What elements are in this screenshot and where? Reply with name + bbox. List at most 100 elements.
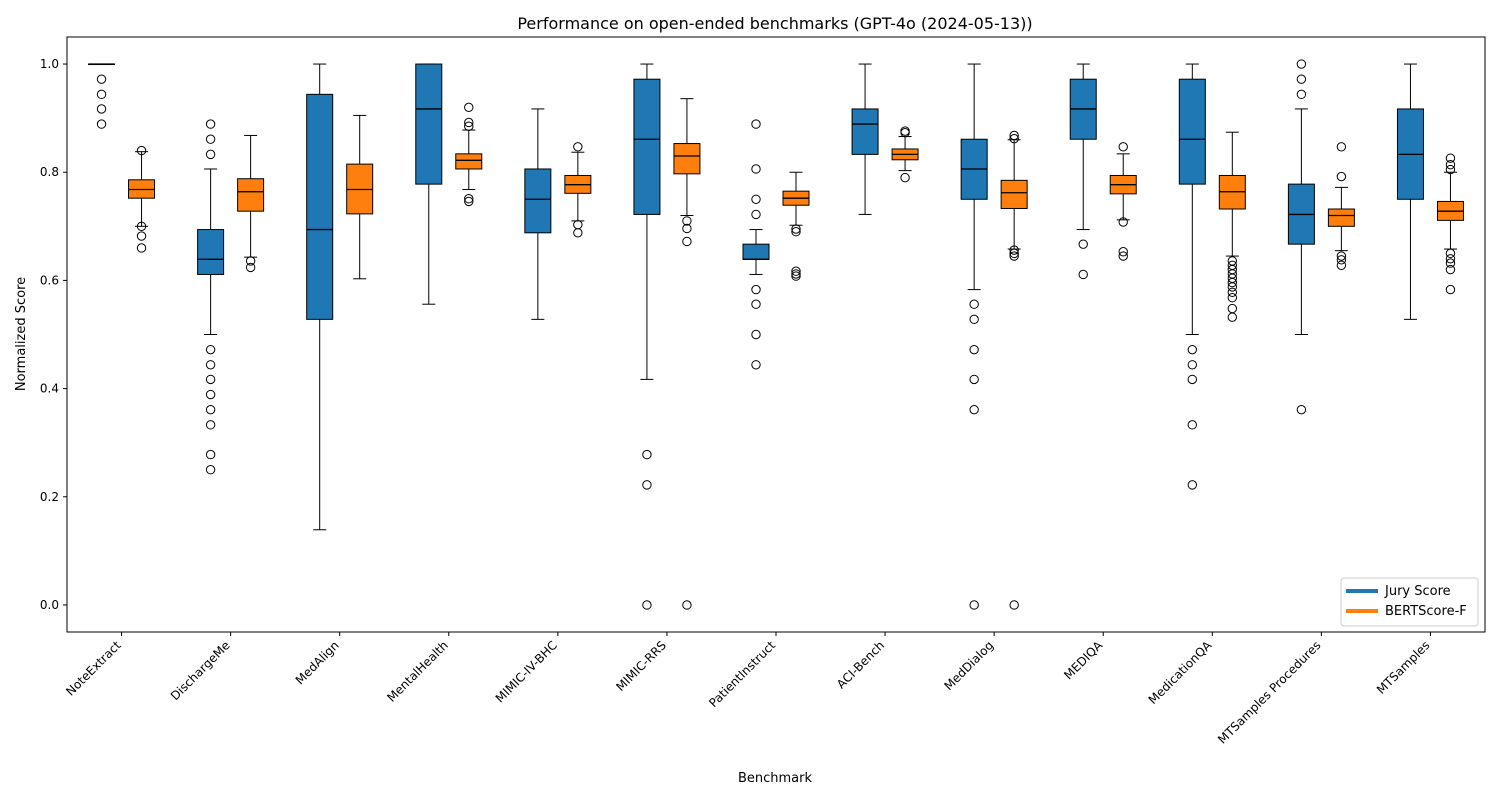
outlier-point (1009, 600, 1019, 610)
outlier-point (751, 360, 761, 370)
outlier-point (1445, 284, 1456, 295)
x-tick-label: NoteExtract (63, 638, 124, 699)
x-tick-label: MIMIC-RRS (613, 638, 669, 694)
outlier-point (1187, 374, 1198, 385)
outlier-point (1445, 264, 1456, 275)
box-body (237, 178, 265, 212)
box-body (633, 78, 661, 215)
box-jury (1396, 63, 1424, 320)
outlier-point (1336, 255, 1347, 265)
y-tick-label: 0.6 (40, 273, 59, 287)
y-axis-label: Normalized Score (14, 277, 29, 391)
box-bertscore (346, 114, 374, 280)
box-jury (415, 63, 443, 305)
outlier-point (573, 228, 583, 238)
outlier-point (969, 299, 979, 309)
outlier-point (1227, 293, 1238, 303)
outlier-point (1445, 248, 1456, 259)
box-jury (1287, 59, 1315, 415)
outlier-point (751, 209, 761, 220)
x-tick-label: MedDialog (941, 638, 996, 693)
box-jury (88, 63, 116, 129)
box-jury (633, 63, 661, 610)
outlier-point (1078, 239, 1088, 249)
outlier-point (96, 89, 107, 100)
box-body (1327, 208, 1355, 227)
box-body (1000, 179, 1028, 209)
box-jury (524, 108, 552, 320)
box-jury (197, 119, 225, 475)
outlier-point (1118, 247, 1128, 257)
box-bertscore (891, 126, 919, 183)
outlier-point (464, 117, 474, 128)
outlier-point (1445, 258, 1456, 268)
outlier-point (464, 121, 474, 131)
outlier-point (1296, 74, 1307, 84)
outlier-point (464, 194, 474, 204)
box-bertscore (1109, 142, 1137, 261)
plot-frame (66, 36, 1486, 633)
box-body (524, 168, 552, 234)
box-body (455, 153, 483, 170)
x-tick-label: MedAlign (293, 638, 342, 687)
outlier-point (1187, 420, 1198, 430)
outlier-point (1227, 282, 1238, 292)
box-body (306, 93, 334, 320)
outlier-point (573, 219, 583, 230)
box-bertscore (1436, 153, 1464, 295)
legend: Jury Score BERTScore-F (1340, 577, 1479, 627)
box-bertscore (564, 142, 592, 238)
outlier-point (1187, 360, 1198, 370)
outlier-point (1445, 153, 1456, 163)
outlier-point (1336, 171, 1347, 182)
box-bertscore (455, 102, 483, 207)
x-tick-label: MIMIC-IV-BHC (493, 638, 560, 705)
box-jury (1069, 63, 1097, 280)
x-tick-label: MedicationQA (1146, 638, 1215, 707)
box-jury (1178, 63, 1206, 490)
outlier-point (464, 102, 474, 113)
box-bertscore (1218, 131, 1246, 322)
outlier-point (791, 269, 801, 279)
chart-title: Performance on open-ended benchmarks (GP… (517, 14, 1032, 33)
outlier-point (791, 271, 801, 281)
outlier-point (682, 236, 692, 247)
box-bertscore (237, 134, 265, 273)
outlier-point (205, 134, 216, 144)
outlier-point (1445, 164, 1456, 175)
outlier-point (969, 374, 979, 385)
x-tick-label: MEDIQA (1061, 638, 1106, 683)
outlier-point (682, 600, 692, 610)
outlier-point (1187, 480, 1198, 490)
outlier-point (136, 145, 147, 156)
outlier-point (1227, 312, 1238, 322)
box-bertscore (128, 145, 156, 253)
y-tick-label: 1.0 (40, 57, 59, 71)
outlier-point (205, 149, 216, 160)
outlier-point (751, 299, 761, 309)
y-tick-label: 0.2 (40, 490, 59, 504)
outlier-point (1009, 245, 1019, 255)
outlier-point (682, 223, 692, 234)
outlier-point (464, 196, 474, 207)
outlier-point (1009, 248, 1019, 259)
box-jury (306, 63, 334, 531)
outlier-point (791, 266, 801, 276)
box-body (851, 108, 879, 155)
outlier-point (205, 404, 216, 415)
outlier-point (136, 221, 147, 232)
outlier-point (205, 389, 216, 400)
outlier-point (751, 329, 761, 340)
outlier-point (682, 216, 692, 226)
outlier-point (1296, 89, 1307, 100)
x-tick-label: DischargeMe (168, 638, 233, 703)
box-bertscore (1327, 142, 1355, 270)
outlier-point (642, 449, 652, 460)
outlier-point (751, 194, 761, 204)
outlier-point (1118, 217, 1128, 227)
outlier-point (751, 284, 761, 295)
box-bertscore (673, 98, 701, 610)
outlier-point (205, 449, 216, 460)
box-body (415, 63, 443, 185)
